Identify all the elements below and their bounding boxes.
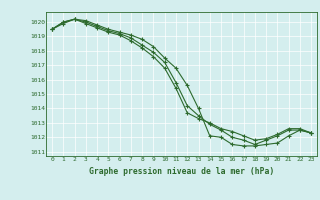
X-axis label: Graphe pression niveau de la mer (hPa): Graphe pression niveau de la mer (hPa) (89, 167, 274, 176)
